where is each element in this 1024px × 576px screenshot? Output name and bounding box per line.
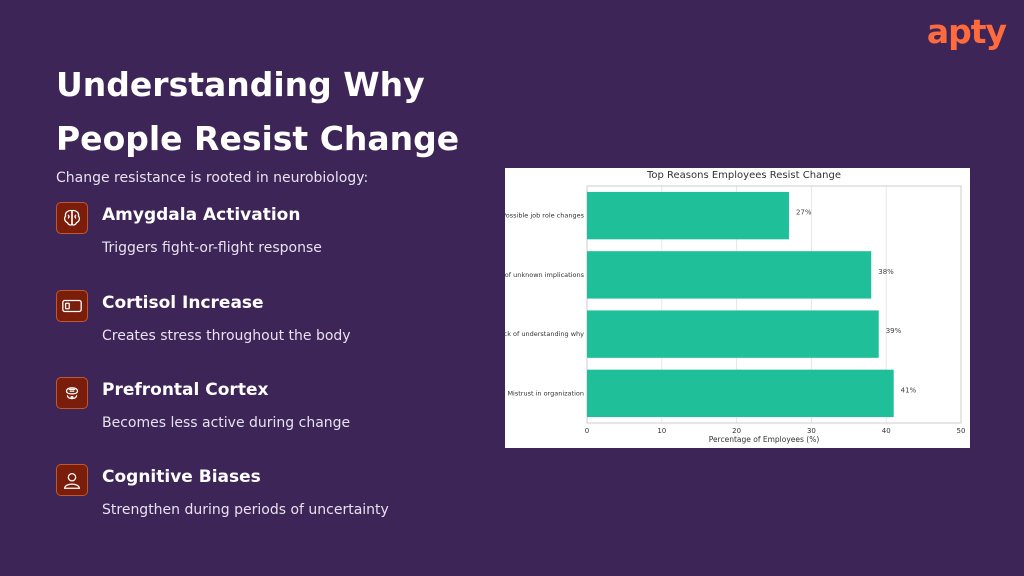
bar-chart: Top Reasons Employees Resist Change 27% Po… [505,170,966,444]
apty-logo: apty [926,12,1007,51]
page-subtitle: Change resistance is rooted in neurobiol… [56,170,369,186]
item-description: Triggers fight-or-flight response [102,240,322,256]
item-title: Prefrontal Cortex [102,380,269,400]
bar [587,369,894,418]
battery-icon [56,290,88,322]
x-tick-label: 20 [732,427,741,435]
item-description: Strengthen during periods of uncertainty [102,502,389,518]
x-axis-label: Percentage of Employees (%) [709,435,820,444]
head-icon [56,377,88,409]
chart-card: Top Reasons Employees Resist Change 27% Po… [505,168,970,448]
data-label: 39% [886,327,902,335]
x-tick-label: 40 [882,427,891,435]
y-tick-label: ar of unknown implications [505,271,585,279]
y-tick-label: Possible job role changes [505,212,585,220]
chart-title: Top Reasons Employees Resist Change [646,170,841,181]
brain-icon [56,202,88,234]
y-tick-label: Mistrust in organization [507,389,584,397]
plot-frame [586,185,962,424]
bar [587,191,789,240]
item-title: Cortisol Increase [102,293,264,313]
x-tick-label: 0 [585,427,589,435]
item-description: Creates stress throughout the body [102,328,351,344]
item-title: Amygdala Activation [102,205,301,225]
x-tick-label: 30 [807,427,816,435]
y-tick-label: Lack of understanding why [505,330,584,338]
bar [587,310,879,358]
data-label: 38% [878,268,894,276]
x-tick-label: 50 [957,427,966,435]
item-description: Becomes less active during change [102,415,351,431]
page-title: Understanding Why People Resist Change [56,58,536,166]
person-icon [56,464,88,496]
x-tick-label: 10 [657,427,666,435]
bar [587,251,872,299]
data-label: 41% [901,386,917,394]
title-line-1: Understanding Why [56,65,425,104]
data-label: 27% [796,209,812,217]
title-line-2: People Resist Change [56,119,460,158]
item-title: Cognitive Biases [102,467,261,487]
